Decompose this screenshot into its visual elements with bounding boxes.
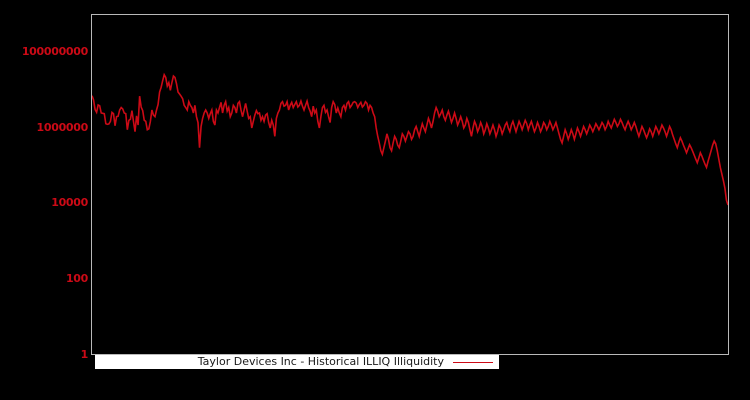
plot-area (91, 14, 729, 355)
y-axis-tick-label: 1000000 (36, 120, 89, 134)
series-line-taylor-devices-illiq (92, 72, 728, 206)
chart-legend: Taylor Devices Inc - Historical ILLIQ Il… (95, 355, 499, 369)
y-axis-tick-label: 100000000 (21, 44, 88, 58)
y-axis-tick-label: 100 (65, 272, 88, 286)
legend-label: Taylor Devices Inc - Historical ILLIQ Il… (197, 355, 444, 368)
y-axis: 100000000 1000000 10000 100 1 (0, 0, 88, 400)
legend-line-swatch (453, 361, 493, 363)
y-axis-tick-label: 10000 (51, 196, 88, 210)
y-axis-tick-label: 1 (80, 348, 89, 361)
